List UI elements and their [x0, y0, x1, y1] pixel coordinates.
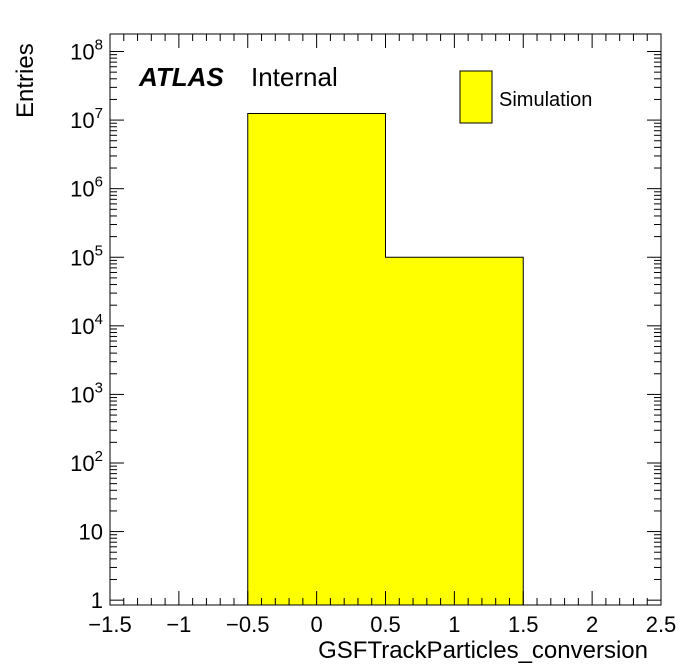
y-tick-label: 1	[91, 588, 103, 613]
x-tick-labels: −1.5 −1 −0.5 0 0.5 1 1.5 2 2.5	[88, 612, 676, 637]
x-tick-label: 1.5	[508, 612, 539, 637]
histogram-bin-0	[247, 113, 386, 605]
y-tick-label: 10	[79, 520, 103, 545]
axis-ticks	[109, 34, 662, 605]
plot-frame	[109, 33, 662, 606]
x-tick-label: −0.5	[226, 612, 269, 637]
y-axis-title: Entries	[12, 43, 39, 118]
y-tick-labels: 1 10 102 103 104 105 106 107 108	[70, 37, 103, 614]
histogram-bin-1	[385, 257, 524, 605]
x-tick-label: 0.5	[370, 612, 401, 637]
x-tick-label: 0	[311, 612, 323, 637]
x-axis-title: GSFTrackParticles_conversion	[318, 637, 648, 664]
legend-swatch	[459, 70, 493, 124]
y-tick-label: 102	[70, 448, 103, 476]
atlas-label: ATLAS	[138, 62, 224, 92]
y-tick-label: 106	[70, 174, 103, 202]
y-tick-label: 108	[70, 37, 103, 65]
x-tick-label: 1	[448, 612, 460, 637]
atlas-sublabel: Internal	[251, 62, 338, 92]
x-tick-label: 2	[586, 612, 598, 637]
histogram-bars	[247, 112, 524, 605]
y-tick-label: 103	[70, 379, 103, 407]
histogram-outline	[247, 112, 524, 605]
x-tick-label: −1.5	[88, 612, 131, 637]
x-tick-label: −1	[166, 612, 191, 637]
x-tick-label: 2.5	[646, 612, 677, 637]
legend-label: Simulation	[499, 89, 592, 111]
y-tick-label: 104	[70, 311, 103, 339]
y-tick-label: 105	[70, 242, 103, 270]
y-tick-label: 107	[70, 105, 103, 133]
